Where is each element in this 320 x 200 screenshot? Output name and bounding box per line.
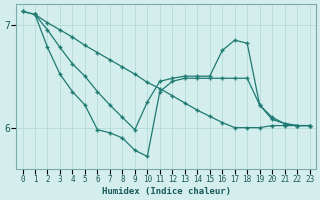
X-axis label: Humidex (Indice chaleur): Humidex (Indice chaleur): [101, 187, 231, 196]
